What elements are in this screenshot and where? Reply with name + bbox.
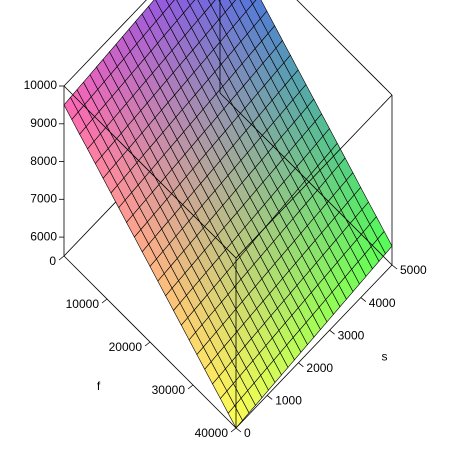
s-tick-label: 2000 [306, 361, 333, 375]
s-tick [391, 264, 398, 270]
surface-mesh [63, 0, 393, 429]
z-tick-label: 7000 [30, 191, 57, 205]
box-edge [63, 85, 237, 259]
box-edge [219, 92, 393, 266]
box-edge [235, 264, 393, 429]
f-tick-label: 0 [49, 254, 56, 268]
f-axis-label: f [97, 379, 101, 393]
f-tick-label: 30000 [152, 383, 186, 397]
f-tick-label: 10000 [66, 297, 100, 311]
s-tick [360, 297, 367, 302]
surface-cell [165, 0, 175, 7]
z-tick-label: 10000 [24, 78, 58, 92]
surface-cell [250, 0, 257, 5]
s-tick [329, 329, 335, 335]
z-tick-label: 8000 [30, 154, 57, 168]
s-tick-label: 0 [244, 426, 251, 440]
s-tick-label: 1000 [275, 394, 302, 408]
box-edge [63, 0, 147, 87]
s-tick [266, 395, 273, 400]
surface-cell [186, 0, 196, 6]
f-tick [101, 298, 108, 304]
s-tick-label: 4000 [369, 296, 396, 310]
f-tick [230, 427, 237, 433]
box-edge [296, 0, 393, 96]
f-tick [187, 384, 194, 390]
z-tick-label: 6000 [30, 229, 57, 243]
axes: 6000700080009000100000100002000030000400… [24, 78, 427, 440]
f-tick [144, 341, 151, 347]
s-tick-label: 3000 [338, 328, 365, 342]
f-tick-label: 20000 [109, 340, 143, 354]
s-axis-label: s [382, 350, 388, 364]
f-tick [58, 255, 65, 261]
box-edge [235, 94, 393, 259]
s-tick [298, 362, 304, 368]
z-tick-label: 9000 [30, 116, 57, 130]
s-tick [235, 427, 242, 433]
f-tick-label: 40000 [195, 426, 229, 440]
surface-cell [207, 0, 216, 6]
s-tick-label: 5000 [400, 263, 427, 277]
surface-cell [229, 0, 237, 6]
bounding-box-front [63, 0, 393, 429]
